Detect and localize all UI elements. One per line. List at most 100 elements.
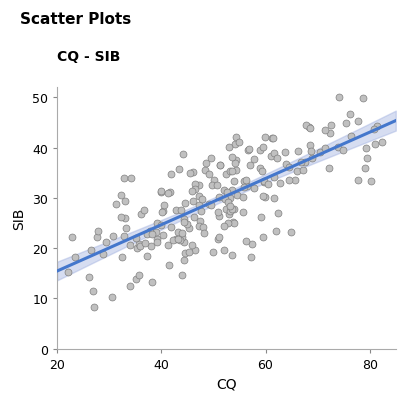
Point: [225, 211, 232, 217]
Point: [118, 192, 124, 198]
Point: [216, 234, 223, 240]
Point: [191, 215, 197, 221]
Point: [227, 203, 233, 210]
Point: [209, 249, 216, 255]
Point: [91, 304, 97, 310]
Point: [302, 160, 308, 166]
Point: [208, 202, 215, 208]
Point: [241, 185, 248, 191]
Point: [166, 262, 172, 269]
Point: [127, 283, 134, 290]
Point: [153, 229, 159, 235]
Point: [94, 234, 101, 240]
Point: [215, 195, 222, 201]
Point: [158, 222, 164, 229]
Point: [160, 209, 166, 215]
Point: [134, 245, 140, 251]
Point: [261, 178, 268, 185]
Point: [222, 171, 229, 178]
Point: [179, 273, 185, 279]
Point: [181, 239, 188, 245]
Point: [176, 167, 183, 173]
Point: [177, 237, 184, 243]
Point: [271, 150, 277, 156]
Point: [248, 241, 255, 248]
Point: [195, 224, 202, 230]
Point: [343, 121, 350, 127]
Point: [199, 196, 205, 203]
Point: [322, 128, 328, 134]
Point: [309, 155, 315, 162]
Point: [233, 167, 239, 173]
Point: [362, 165, 368, 172]
Point: [226, 145, 232, 151]
Point: [221, 223, 227, 229]
Point: [271, 195, 277, 201]
Point: [186, 249, 193, 255]
Point: [328, 122, 335, 129]
Point: [224, 189, 231, 196]
Point: [144, 253, 151, 259]
Point: [275, 211, 281, 217]
Point: [90, 288, 97, 294]
Point: [148, 243, 155, 249]
Point: [229, 207, 235, 213]
Point: [262, 194, 268, 200]
Point: [186, 225, 192, 232]
Point: [308, 148, 315, 155]
Point: [235, 139, 242, 146]
Point: [305, 125, 312, 131]
Point: [180, 151, 187, 158]
Point: [144, 232, 150, 238]
Point: [215, 209, 221, 216]
Point: [355, 178, 361, 184]
Point: [133, 235, 140, 241]
Point: [206, 201, 212, 208]
Point: [72, 254, 78, 261]
Point: [364, 156, 371, 162]
Point: [142, 240, 149, 247]
Point: [113, 201, 120, 208]
Point: [273, 155, 280, 162]
X-axis label: CQ: CQ: [216, 377, 237, 390]
Point: [153, 220, 160, 227]
Point: [126, 242, 133, 249]
Point: [184, 221, 191, 227]
Point: [225, 200, 231, 206]
Point: [160, 232, 166, 239]
Point: [122, 215, 128, 221]
Point: [292, 177, 298, 183]
Point: [251, 185, 257, 192]
Point: [228, 188, 235, 194]
Point: [286, 164, 292, 171]
Point: [153, 237, 160, 243]
Point: [211, 177, 217, 183]
Point: [138, 211, 145, 217]
Point: [206, 172, 212, 178]
Point: [347, 112, 354, 118]
Point: [190, 169, 196, 175]
Point: [208, 155, 215, 161]
Point: [95, 229, 102, 235]
Point: [109, 294, 115, 301]
Point: [121, 176, 128, 182]
Point: [86, 274, 93, 280]
Point: [119, 254, 125, 260]
Point: [222, 196, 228, 202]
Point: [335, 144, 341, 151]
Point: [245, 147, 251, 154]
Point: [165, 190, 171, 197]
Point: [244, 184, 251, 190]
Point: [271, 175, 278, 181]
Point: [259, 144, 266, 150]
Point: [326, 165, 333, 171]
Point: [102, 240, 109, 246]
Point: [100, 251, 106, 257]
Point: [208, 182, 215, 189]
Point: [64, 269, 71, 275]
Point: [202, 167, 208, 173]
Point: [286, 178, 292, 184]
Point: [200, 224, 206, 231]
Point: [273, 228, 279, 234]
Text: CQ - SIB: CQ - SIB: [57, 50, 120, 64]
